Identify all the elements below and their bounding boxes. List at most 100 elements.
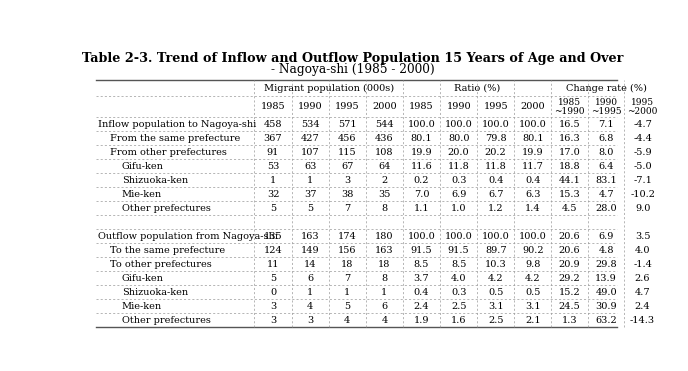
Text: 19.9: 19.9 (411, 148, 432, 157)
Text: 4.7: 4.7 (599, 190, 614, 199)
Text: 29.8: 29.8 (595, 260, 617, 269)
Text: From the same prefecture: From the same prefecture (110, 134, 240, 143)
Text: 1: 1 (344, 288, 350, 297)
Text: 163: 163 (375, 246, 394, 255)
Text: 38: 38 (341, 190, 354, 199)
Text: 8: 8 (381, 204, 387, 213)
Text: 6: 6 (307, 274, 313, 283)
Text: 1: 1 (307, 288, 313, 297)
Text: 0.2: 0.2 (413, 176, 429, 185)
Text: 80.1: 80.1 (522, 134, 544, 143)
Text: Other prefectures: Other prefectures (122, 316, 211, 325)
Text: 4.0: 4.0 (635, 246, 650, 255)
Text: 20.2: 20.2 (485, 148, 506, 157)
Text: 7: 7 (344, 274, 350, 283)
Text: To other prefectures: To other prefectures (110, 260, 212, 269)
Text: 2.5: 2.5 (451, 302, 466, 311)
Text: 13.9: 13.9 (595, 274, 617, 283)
Text: 135: 135 (264, 232, 282, 241)
Text: 1: 1 (270, 176, 276, 185)
Text: Change rate (%): Change rate (%) (566, 83, 647, 93)
Text: Shizuoka-ken: Shizuoka-ken (122, 288, 188, 297)
Text: 91.5: 91.5 (448, 246, 469, 255)
Text: 11: 11 (267, 260, 279, 269)
Text: Gifu-ken: Gifu-ken (122, 162, 164, 171)
Text: 3: 3 (270, 302, 276, 311)
Text: Ratio (%): Ratio (%) (454, 83, 500, 93)
Text: 2.6: 2.6 (635, 274, 650, 283)
Text: 30.9: 30.9 (595, 302, 617, 311)
Text: 0.3: 0.3 (451, 176, 466, 185)
Text: 35: 35 (378, 190, 391, 199)
Text: -7.1: -7.1 (633, 176, 652, 185)
Text: 4.2: 4.2 (488, 274, 504, 283)
Text: 1.6: 1.6 (451, 316, 466, 325)
Text: Inflow population to Nagoya-shi: Inflow population to Nagoya-shi (98, 120, 257, 129)
Text: Other prefectures: Other prefectures (122, 204, 211, 213)
Text: 11.7: 11.7 (522, 162, 544, 171)
Text: 28.0: 28.0 (595, 204, 617, 213)
Text: 100.0: 100.0 (519, 120, 547, 129)
Text: 37: 37 (304, 190, 316, 199)
Text: 5: 5 (307, 204, 313, 213)
Text: Mie-ken: Mie-ken (122, 190, 162, 199)
Text: 53: 53 (267, 162, 279, 171)
Text: 6.9: 6.9 (451, 190, 466, 199)
Text: Outflow population from Nagoya-shi: Outflow population from Nagoya-shi (98, 232, 278, 241)
Text: 436: 436 (375, 134, 394, 143)
Text: 6.9: 6.9 (599, 232, 614, 241)
Text: 3: 3 (270, 316, 276, 325)
Text: 7: 7 (344, 204, 350, 213)
Text: 4.5: 4.5 (562, 204, 577, 213)
Text: 15.2: 15.2 (559, 288, 581, 297)
Text: 0.4: 0.4 (413, 288, 429, 297)
Text: 6.7: 6.7 (488, 190, 504, 199)
Text: 32: 32 (267, 190, 279, 199)
Text: 4: 4 (381, 316, 387, 325)
Text: ~2000: ~2000 (627, 107, 658, 116)
Text: 90.2: 90.2 (522, 246, 544, 255)
Text: 8: 8 (381, 274, 387, 283)
Text: -1.4: -1.4 (633, 260, 652, 269)
Text: - Nagoya-shi (1985 - 2000): - Nagoya-shi (1985 - 2000) (270, 63, 435, 76)
Text: 20.9: 20.9 (559, 260, 581, 269)
Text: 124: 124 (264, 246, 282, 255)
Text: 0.4: 0.4 (488, 176, 504, 185)
Text: 2000: 2000 (521, 102, 545, 111)
Text: 4.0: 4.0 (451, 274, 466, 283)
Text: 0: 0 (270, 288, 276, 297)
Text: -5.9: -5.9 (633, 148, 652, 157)
Text: 571: 571 (338, 120, 356, 129)
Text: 18: 18 (341, 260, 354, 269)
Text: -14.3: -14.3 (630, 316, 655, 325)
Text: 4: 4 (344, 316, 350, 325)
Text: 3.7: 3.7 (413, 274, 429, 283)
Text: -10.2: -10.2 (630, 190, 655, 199)
Text: 79.8: 79.8 (485, 134, 506, 143)
Text: 80.1: 80.1 (411, 134, 432, 143)
Text: 67: 67 (341, 162, 354, 171)
Text: 2.4: 2.4 (413, 302, 429, 311)
Text: 1.3: 1.3 (562, 316, 577, 325)
Text: 18.8: 18.8 (559, 162, 581, 171)
Text: 4.8: 4.8 (599, 246, 614, 255)
Text: 100.0: 100.0 (407, 120, 436, 129)
Text: Gifu-ken: Gifu-ken (122, 274, 164, 283)
Text: -4.7: -4.7 (633, 120, 652, 129)
Text: 456: 456 (338, 134, 356, 143)
Text: 18: 18 (378, 260, 391, 269)
Text: 0.3: 0.3 (451, 288, 466, 297)
Text: 1.0: 1.0 (451, 204, 466, 213)
Text: 8.5: 8.5 (413, 260, 429, 269)
Text: ~1995: ~1995 (591, 107, 621, 116)
Text: 44.1: 44.1 (559, 176, 581, 185)
Text: 3.1: 3.1 (488, 302, 504, 311)
Text: -4.4: -4.4 (633, 134, 652, 143)
Text: 1985: 1985 (558, 98, 581, 107)
Text: -5.0: -5.0 (633, 162, 652, 171)
Text: 1: 1 (381, 288, 387, 297)
Text: 534: 534 (301, 120, 319, 129)
Text: 1.4: 1.4 (525, 204, 541, 213)
Text: 49.0: 49.0 (595, 288, 617, 297)
Text: To the same prefecture: To the same prefecture (110, 246, 225, 255)
